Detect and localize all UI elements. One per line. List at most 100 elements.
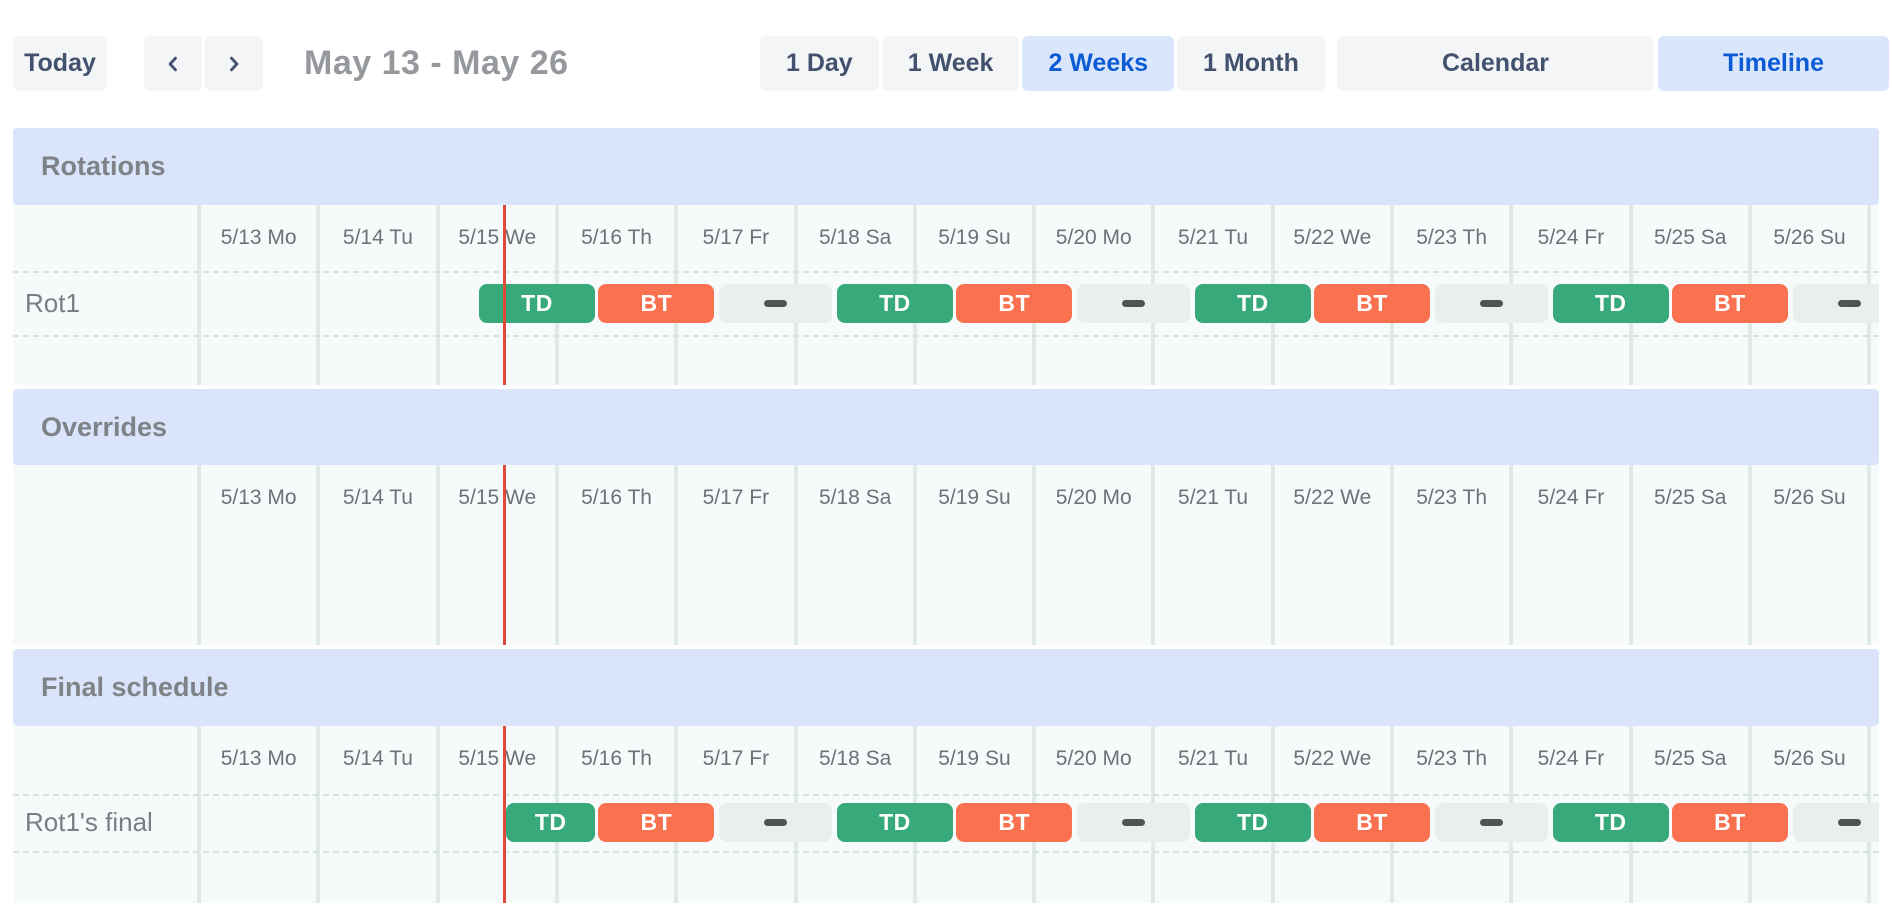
gap-dash-icon (1122, 300, 1145, 307)
shift-gap-segment (718, 284, 833, 323)
date-header-label: 5/22 We (1293, 747, 1372, 770)
next-button[interactable] (205, 36, 263, 91)
date-range-title: May 13 - May 26 (304, 44, 569, 82)
shift-bar-bt[interactable]: BT (956, 803, 1073, 842)
date-header-label: 5/14 Tu (342, 226, 413, 249)
gap-dash-icon (764, 300, 788, 307)
shift-bar-td[interactable]: TD (1194, 284, 1311, 323)
gap-dash-icon (1122, 819, 1145, 826)
shift-bar-td[interactable]: TD (836, 803, 954, 842)
shift-gap-segment (1434, 284, 1549, 323)
date-header-label: 5/25 Sa (1654, 747, 1727, 770)
shift-bar-bt[interactable]: BT (598, 284, 715, 323)
section-title: Rotations (41, 151, 166, 181)
date-header-label: 5/17 Fr (702, 747, 770, 770)
shift-bar-bt[interactable]: BT (1313, 803, 1431, 842)
schedule-row-label: Rot1 (25, 287, 80, 318)
date-header-label: 5/16 Th (581, 486, 652, 509)
chevron-left-icon (163, 54, 183, 74)
view-option-1-month[interactable]: 1 Month (1177, 36, 1325, 91)
date-header-label: 5/18 Sa (818, 486, 892, 509)
column-separator (197, 726, 201, 903)
date-header-label: 5/16 Th (581, 747, 652, 770)
mode-option-timeline[interactable]: Timeline (1658, 36, 1889, 91)
date-header-label: 5/25 Sa (1654, 226, 1727, 249)
date-header-label: 5/20 Mo (1055, 226, 1132, 249)
date-header-label: 5/26 Su (1773, 486, 1846, 509)
date-header-label: 5/13 Mo (220, 747, 297, 770)
section-grid: 5/13 Mo 5/14 Tu 5/15 We 5/16 Th 5/17 Fr 5/18 … (13, 205, 1879, 385)
section-title: Overrides (41, 411, 168, 442)
shift-gap-segment (1792, 284, 1879, 323)
gap-dash-icon (1479, 819, 1503, 826)
shift-gap-segment (1792, 803, 1879, 842)
shift-gap-segment (1076, 284, 1191, 323)
row-separator (13, 335, 1879, 337)
section-header-rotations: Rotations (13, 128, 1879, 205)
view-switcher: 1 Day 1 Week 2 Weeks 1 Month (760, 36, 1325, 91)
date-header-label: 5/16 Th (581, 226, 652, 249)
shift-bar-td[interactable]: TD (478, 284, 596, 323)
date-header-label: 5/13 Mo (220, 486, 297, 509)
date-header-label: 5/24 Fr (1537, 226, 1605, 249)
date-header-label: 5/23 Th (1416, 486, 1488, 509)
date-header-label: 5/20 Mo (1055, 747, 1132, 770)
shift-bar-td[interactable]: TD (836, 284, 954, 323)
today-button[interactable]: Today (13, 36, 107, 91)
column-separator (435, 205, 440, 385)
date-header-label: 5/23 Th (1416, 747, 1488, 770)
date-header-label: 5/14 Tu (342, 486, 413, 509)
column-separator (316, 726, 321, 903)
shift-bar-bt[interactable]: BT (1313, 284, 1431, 323)
mode-option-calendar[interactable]: Calendar (1337, 36, 1654, 91)
date-header-label: 5/17 Fr (702, 226, 770, 249)
date-header-label: 5/19 Su (938, 226, 1011, 249)
shift-gap-segment (1076, 803, 1191, 842)
shift-gap-segment (718, 803, 833, 842)
date-header-label: 5/23 Th (1416, 226, 1488, 249)
date-header-label: 5/20 Mo (1055, 486, 1132, 509)
section-header-final-schedule: Final schedule (13, 649, 1879, 726)
view-option-1-week[interactable]: 1 Week (881, 36, 1020, 91)
shift-bar-bt[interactable]: BT (1671, 284, 1789, 323)
section-grid: 5/13 Mo 5/14 Tu 5/15 We 5/16 Th 5/17 Fr 5/18 … (13, 726, 1879, 903)
section-gap (13, 645, 1879, 649)
column-separator (1032, 465, 1037, 645)
section-gap (13, 385, 1879, 389)
view-option-2-weeks[interactable]: 2 Weeks (1022, 36, 1175, 91)
column-separator (1509, 465, 1514, 645)
shift-bar-td[interactable]: TD (506, 803, 596, 842)
gap-dash-icon (1837, 819, 1861, 826)
gap-dash-icon (1837, 300, 1861, 307)
shift-bar-td[interactable]: TD (1194, 803, 1311, 842)
schedule-board: Rotations 5/13 Mo 5/14 Tu 5/15 We 5/16 Th 5/1… (13, 128, 1879, 903)
date-header-label: 5/19 Su (938, 486, 1011, 509)
mode-switcher: Calendar Timeline (1337, 36, 1889, 91)
shift-bar-td[interactable]: TD (1552, 803, 1669, 842)
shift-bar-td[interactable]: TD (1552, 284, 1669, 323)
date-header-label: 5/18 Sa (818, 226, 892, 249)
column-separator (316, 465, 321, 645)
row-separator (13, 851, 1879, 853)
column-separator (1867, 465, 1872, 645)
gap-dash-icon (764, 819, 788, 826)
shift-bar-bt[interactable]: BT (598, 803, 715, 842)
view-option-1-day[interactable]: 1 Day (760, 36, 879, 91)
section-title: Final schedule (41, 672, 229, 702)
date-header-label: 5/24 Fr (1537, 747, 1605, 770)
date-header-label: 5/18 Sa (818, 747, 892, 770)
shift-bar-bt[interactable]: BT (1671, 803, 1789, 842)
column-separator (674, 465, 679, 645)
shift-gap-segment (1434, 803, 1549, 842)
column-separator (197, 465, 201, 645)
section-grid: 5/13 Mo 5/14 Tu 5/15 We 5/16 Th 5/17 Fr 5/18 … (13, 465, 1879, 645)
column-separator (435, 465, 440, 645)
date-header-label: 5/22 We (1293, 486, 1372, 509)
prev-button[interactable] (144, 36, 202, 91)
date-header-label: 5/26 Su (1773, 747, 1846, 770)
date-header-label: 5/21 Tu (1178, 486, 1249, 509)
shift-bar-bt[interactable]: BT (956, 284, 1073, 323)
date-header-label: 5/21 Tu (1178, 747, 1249, 770)
column-separator (912, 465, 917, 645)
column-separator (1747, 465, 1752, 645)
